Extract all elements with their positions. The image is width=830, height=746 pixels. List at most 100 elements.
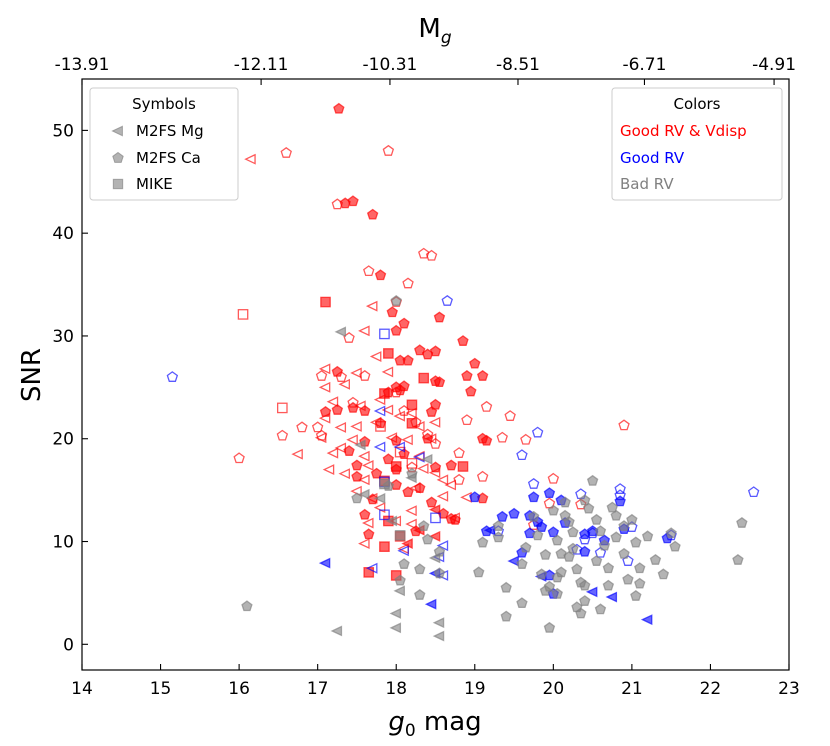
data-point-red-pentagon: [333, 102, 345, 114]
data-point-gray-pentagon: [241, 600, 253, 612]
data-point-gray-pentagon: [630, 589, 642, 601]
data-point-gray-pentagon: [736, 516, 748, 528]
data-point-red-pentagon: [233, 452, 245, 464]
data-point-gray-pentagon: [414, 563, 426, 575]
data-point-gray-pentagon: [622, 573, 634, 585]
data-point-blue-pentagon: [524, 527, 536, 539]
data-point-gray-triangle-left: [358, 488, 370, 500]
data-point-red-square: [418, 372, 430, 384]
data-point-red-pentagon: [390, 386, 402, 398]
data-point-blue-pentagon: [527, 477, 540, 489]
data-point-gray-pentagon: [473, 566, 485, 578]
data-point-gray-square: [394, 530, 406, 541]
data-point-gray-pentagon: [594, 603, 607, 615]
data-point-red-pentagon: [453, 473, 465, 485]
data-point-red-square: [406, 458, 418, 469]
data-point-red-triangle-left: [409, 482, 421, 494]
data-point-gray-pentagon: [555, 566, 567, 578]
y-tick-label: 40: [52, 224, 74, 244]
data-point-red-triangle-left: [436, 474, 449, 486]
colors-legend-box: [611, 87, 783, 201]
data-point-gray-pentagon: [618, 547, 630, 559]
data-point-gray-pentagon: [610, 509, 622, 521]
data-point-red-triangle-left: [405, 518, 417, 530]
legend-label-good-rv: Good RV: [620, 149, 685, 167]
y-tick-label: 20: [52, 430, 74, 450]
data-point-gray-pentagon: [590, 513, 603, 525]
legend-label-m2fs-mg: M2FS Mg: [136, 122, 204, 140]
x-axis-title-var: g: [388, 707, 405, 737]
data-point-red-pentagon: [315, 369, 328, 381]
data-point-gray-pentagon: [539, 548, 552, 560]
data-point-red-pentagon: [433, 311, 446, 323]
data-point-blue-triangle-left: [318, 557, 331, 569]
top-x-tick-label: -13.91: [55, 55, 110, 75]
data-point-gray-pentagon: [630, 536, 642, 548]
data-point-blue-pentagon: [614, 483, 626, 494]
data-point-blue-triangle-left: [640, 614, 653, 626]
data-point-red-pentagon: [331, 198, 344, 210]
data-point-red-pentagon: [425, 496, 438, 508]
y-tick-label: 50: [52, 121, 74, 141]
data-point-blue-triangle-left: [436, 540, 449, 552]
data-point-red-triangle-left: [338, 378, 350, 390]
top-x-tick-label: -10.31: [363, 55, 418, 75]
data-point-red-pentagon: [402, 486, 414, 498]
data-point-red-pentagon: [398, 317, 410, 329]
x-tick-label: 22: [700, 679, 722, 699]
data-point-red-triangle-left: [413, 420, 425, 432]
data-point-blue-triangle-left: [413, 451, 425, 463]
data-point-gray-pentagon: [559, 496, 571, 508]
top-axis-title-sub: g: [441, 28, 452, 48]
data-point-blue-pentagon: [527, 491, 540, 503]
data-point-blue-triangle-left: [373, 405, 386, 417]
data-point-red-pentagon: [398, 448, 410, 460]
symbols-legend-box: [89, 87, 239, 201]
data-point-gray-pentagon: [669, 540, 681, 552]
data-point-blue-triangle-left: [373, 441, 386, 453]
data-point-red-pentagon: [476, 369, 489, 381]
data-point-gray-pentagon: [500, 581, 512, 593]
data-point-red-triangle-left: [318, 363, 331, 375]
x-tick-label: 20: [543, 679, 565, 699]
data-point-blue-triangle-left: [397, 545, 409, 557]
data-point-red-pentagon: [382, 453, 395, 465]
data-point-blue-pentagon: [579, 533, 591, 545]
data-point-gray-pentagon: [634, 577, 646, 589]
data-point-blue-square: [379, 328, 390, 340]
data-point-gray-pentagon: [520, 541, 532, 553]
data-point-red-triangle-left: [416, 463, 429, 474]
data-point-red-pentagon: [418, 247, 430, 259]
data-point-red-pentagon: [363, 265, 375, 277]
data-point-gray-pentagon: [547, 504, 560, 516]
data-point-red-pentagon: [331, 365, 344, 377]
data-point-gray-pentagon: [579, 494, 591, 506]
data-point-red-triangle-left: [401, 434, 413, 446]
data-point-red-triangle-left: [448, 512, 460, 524]
data-point-red-triangle-left: [365, 300, 378, 312]
data-point-red-pentagon: [547, 472, 560, 484]
data-point-red-triangle-left: [326, 447, 339, 459]
data-point-red-triangle-left: [444, 479, 457, 491]
data-point-blue-pentagon: [622, 555, 634, 566]
y-tick-label: 0: [63, 635, 74, 655]
data-point-gray-pentagon: [543, 580, 556, 592]
data-point-red-pentagon: [480, 400, 493, 412]
data-point-red-square: [457, 461, 469, 472]
data-points: [166, 102, 760, 642]
data-point-red-triangle-left: [436, 490, 449, 502]
data-point-red-square: [320, 296, 331, 308]
data-point-red-triangle-left: [424, 433, 437, 445]
data-point-red-pentagon: [374, 269, 387, 281]
data-point-gray-pentagon: [414, 588, 426, 600]
x-tick-label: 17: [307, 679, 329, 699]
data-point-red-pentagon: [402, 277, 414, 289]
data-point-gray-pentagon: [531, 529, 544, 541]
data-point-red-pentagon: [280, 146, 292, 158]
data-point-gray-triangle-left: [428, 552, 441, 564]
data-point-gray-pentagon: [543, 621, 556, 633]
data-point-gray-triangle-left: [354, 439, 366, 451]
x-tick-label: 18: [385, 679, 407, 699]
data-point-gray-pentagon: [492, 520, 505, 531]
data-point-gray-pentagon: [657, 568, 670, 580]
